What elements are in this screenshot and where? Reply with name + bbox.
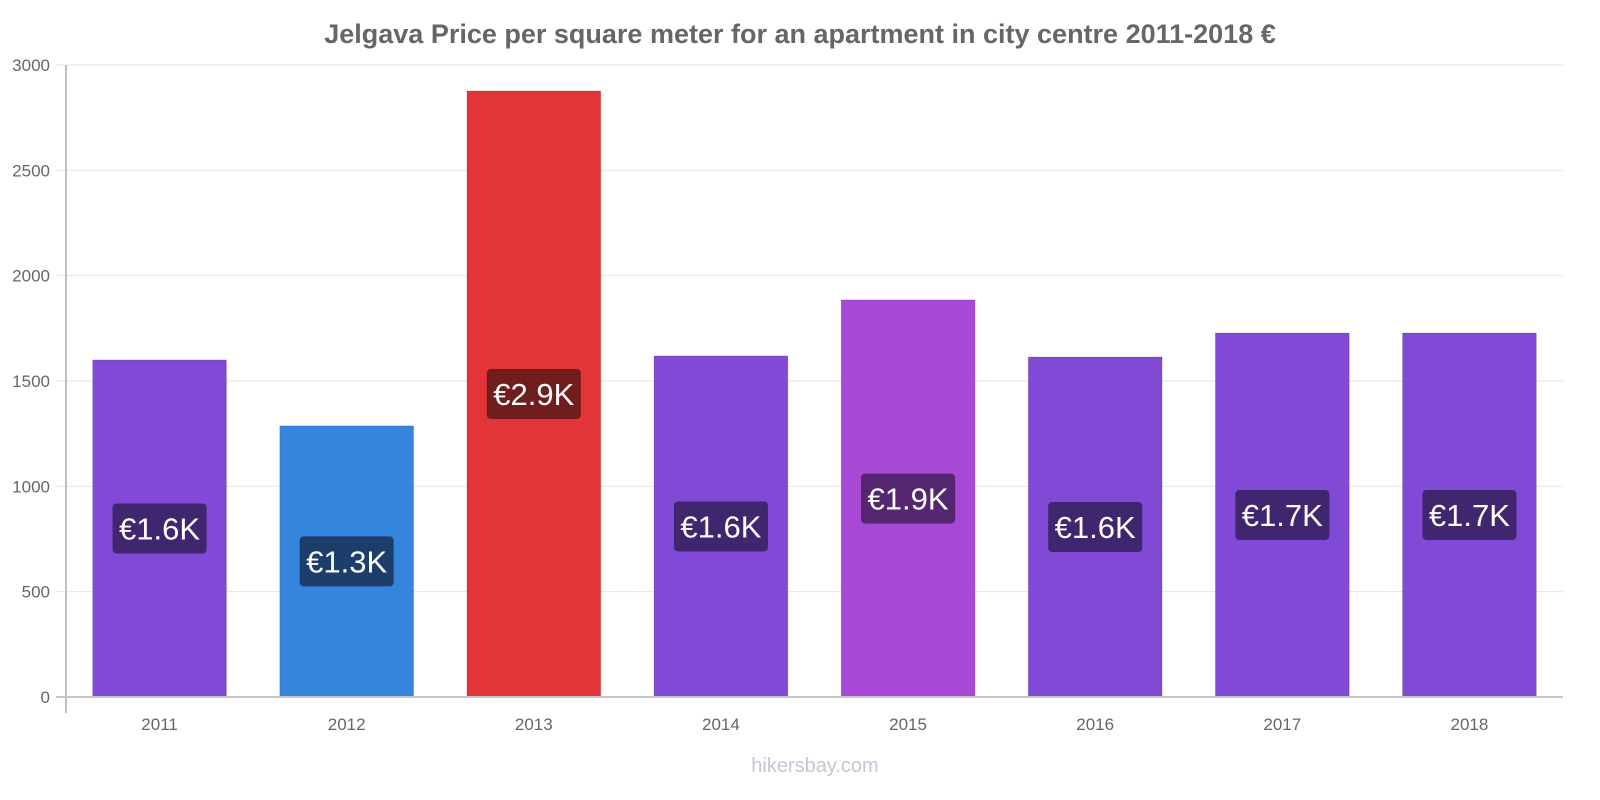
x-axis: 2011 2012 2013 2014 2015 2016 2017 2018 [56, 696, 1563, 734]
data-label-bg [112, 503, 207, 554]
data-label: €1.7K [1429, 498, 1510, 533]
y-tick-label: 2000 [12, 267, 50, 286]
data-label-bg [1422, 489, 1517, 540]
x-tick-label: 2016 [1076, 715, 1114, 734]
y-tick-label: 3000 [12, 56, 50, 75]
data-label-bg [673, 501, 768, 552]
data-label-bg [1048, 501, 1143, 552]
y-axis: 0 500 1000 1500 2000 2500 3000 [12, 56, 67, 713]
data-label: €1.6K [680, 509, 761, 544]
x-tick-label: 2011 [141, 715, 178, 734]
y-tick-label: 500 [22, 583, 50, 602]
data-labels: €1.6K €1.3K €2.9K €1.6K €1.9K €1.6K €1.7K €1.7K [112, 368, 1517, 587]
chart-title: Jelgava Price per square meter for an ap… [324, 19, 1275, 49]
y-tick-label: 2500 [12, 161, 50, 180]
y-tick-label: 1500 [12, 372, 50, 391]
x-tick-label: 2013 [515, 715, 553, 734]
data-label: €1.3K [306, 544, 387, 579]
x-tick-label: 2015 [889, 715, 927, 734]
x-tick-label: 2018 [1451, 715, 1489, 734]
watermark: hikersbay.com [751, 755, 878, 777]
bars [92, 90, 1537, 698]
data-label: €1.7K [1242, 498, 1323, 533]
data-label-bg [861, 473, 956, 524]
data-label: €1.9K [868, 481, 949, 516]
data-label-bg [486, 368, 581, 419]
y-tick-label: 1000 [12, 477, 50, 496]
x-tick-label: 2012 [328, 715, 366, 734]
data-label-bg [299, 536, 394, 587]
data-label-bg [1235, 489, 1330, 540]
data-label: €1.6K [1055, 510, 1136, 545]
data-label: €2.9K [493, 377, 574, 412]
y-tick-label: 0 [41, 688, 50, 707]
x-tick-label: 2014 [702, 715, 740, 734]
data-label: €1.6K [119, 511, 200, 546]
x-tick-label: 2017 [1263, 715, 1301, 734]
